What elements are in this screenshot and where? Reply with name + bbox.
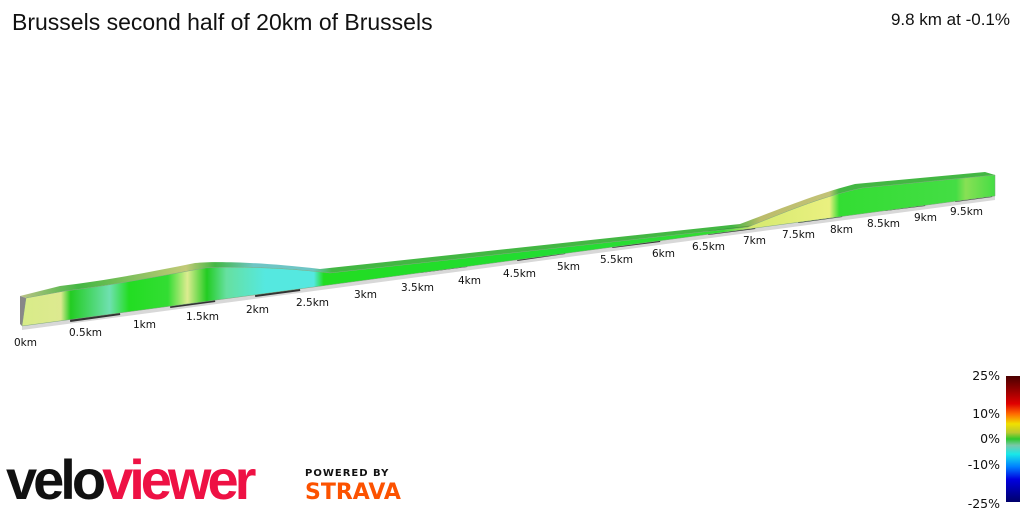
tick-label: 3.5km [401, 282, 434, 294]
tick-label: 9.5km [950, 206, 983, 218]
legend-label-zero: 0% [980, 431, 1000, 446]
page-title: Brussels second half of 20km of Brussels [12, 9, 433, 35]
distance-axis-labels: 0km 0.5km 1km 1.5km 2km 2.5km 3km 3.5km … [14, 206, 983, 349]
tick-label: 6.5km [692, 241, 725, 253]
tick-label: 3km [354, 289, 377, 301]
tick-label: 4.5km [503, 268, 536, 280]
strava-logo[interactable]: STRAVA [305, 480, 401, 505]
veloviewer-logo[interactable]: veloviewer [6, 448, 256, 511]
profile-top-surface [20, 172, 995, 298]
tick-label: 9km [914, 212, 937, 224]
legend-label-min: -25% [967, 496, 1000, 511]
legend-label-max: 25% [972, 368, 1000, 383]
tick-label: 2.5km [296, 297, 329, 309]
gradient-color-bar [1006, 376, 1020, 502]
tick-label: 0km [14, 337, 37, 349]
tick-label: 8km [830, 224, 853, 236]
tick-label: 0.5km [69, 327, 102, 339]
tick-label: 7.5km [782, 229, 815, 241]
tick-label: 6km [652, 248, 675, 260]
route-summary: 9.8 km at -0.1% [890, 10, 1010, 29]
tick-label: 1.5km [186, 311, 219, 323]
powered-by-text: POWERED BY [305, 468, 390, 479]
legend-label: 10% [972, 406, 1000, 421]
tick-label: 5km [557, 261, 580, 273]
gradient-legend: 25% 10% 0% -10% -25% [944, 368, 1024, 512]
tick-label: 1km [133, 319, 156, 331]
tick-label: 7km [743, 235, 766, 247]
tick-label: 2km [246, 304, 269, 316]
legend-label: -10% [967, 457, 1000, 472]
tick-label: 5.5km [600, 254, 633, 266]
tick-label: 4km [458, 275, 481, 287]
profile-side-face [21, 174, 996, 327]
tick-label: 8.5km [867, 218, 900, 230]
profile-start-cap [20, 296, 26, 326]
elevation-profile-3d: 0km 0.5km 1km 1.5km 2km 2.5km 3km 3.5km … [14, 172, 996, 349]
